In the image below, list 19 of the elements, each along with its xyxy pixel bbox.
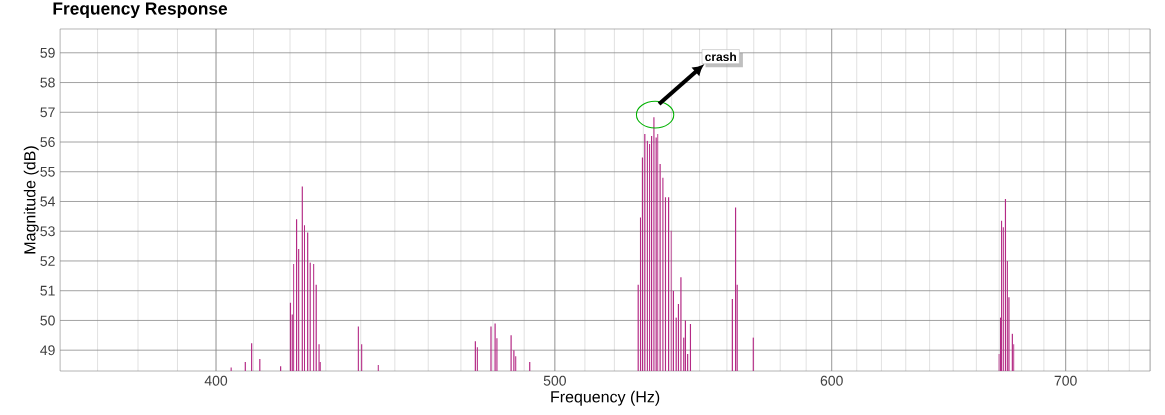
y-tick-label: 53 [40, 226, 55, 237]
y-tick-label: 56 [40, 137, 55, 147]
annotation: crash [705, 52, 736, 62]
y-tick-label: 54 [40, 196, 55, 207]
chart-title: Frequency Response [53, 2, 228, 19]
y-axis-title: Magnitude (dB) [23, 146, 39, 254]
x-tick-label: 700 [1054, 375, 1077, 386]
y-tick-label: 52 [40, 256, 55, 266]
x-tick-label: 500 [543, 375, 566, 386]
y-tick-label: 55 [40, 166, 55, 177]
y-tick-label: 51 [40, 285, 55, 296]
x-axis-title: Frequency (Hz) [551, 390, 660, 406]
y-tick-label: 58 [40, 77, 55, 88]
y-tick-label: 49 [40, 345, 55, 356]
y-tick-label: 50 [40, 315, 55, 326]
x-tick-label: 400 [204, 375, 228, 386]
x-tick-label: 600 [820, 375, 843, 386]
y-tick-label: 59 [40, 47, 55, 58]
y-tick-label: 57 [40, 107, 55, 118]
